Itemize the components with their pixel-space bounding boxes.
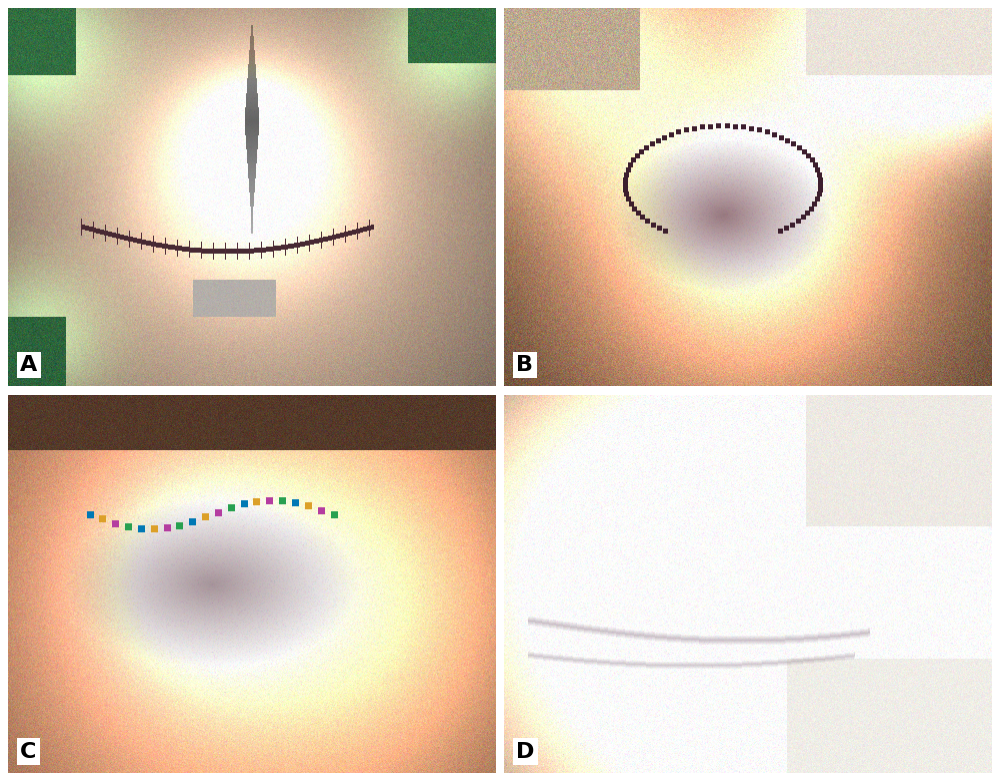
Text: C: C bbox=[20, 742, 37, 761]
Text: B: B bbox=[516, 355, 533, 375]
Text: A: A bbox=[20, 355, 37, 375]
Text: D: D bbox=[516, 742, 535, 761]
